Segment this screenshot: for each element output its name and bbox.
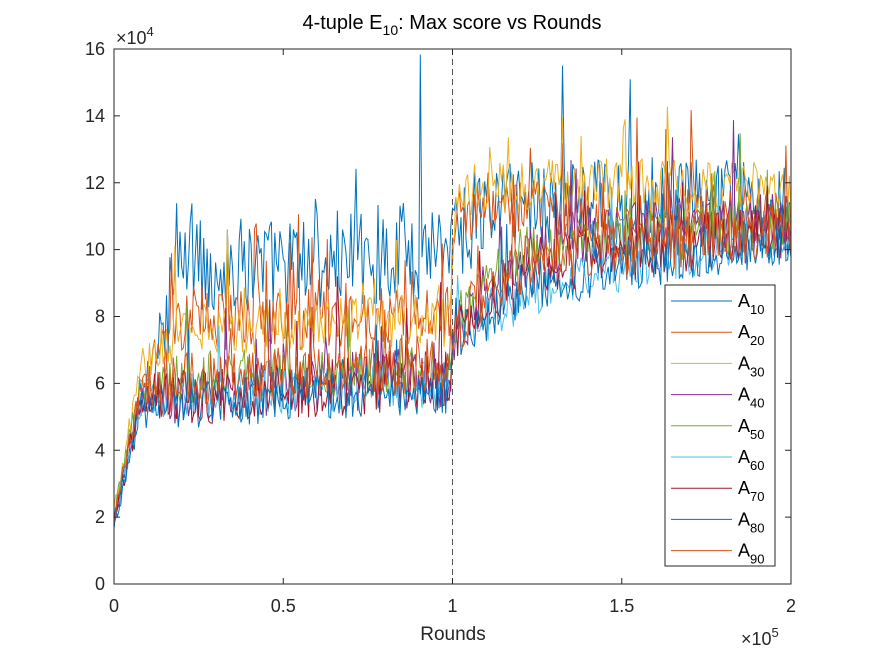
x-tick-label: 1.5 xyxy=(609,596,634,616)
legend-label-sub: 30 xyxy=(750,364,764,379)
x-multiplier-exp: 5 xyxy=(772,625,779,640)
legend-label-name: A xyxy=(738,322,750,342)
legend-item: A90 xyxy=(671,541,764,567)
legend-label-name: A xyxy=(738,291,750,311)
y-multiplier-base: ×10 xyxy=(116,28,147,48)
legend-item: A10 xyxy=(671,291,764,317)
chart-title: 4-tuple E10: Max score vs Rounds xyxy=(302,12,601,38)
legend-label-name: A xyxy=(738,447,750,467)
legend-label-sub: 80 xyxy=(750,520,764,535)
legend-label-sub: 40 xyxy=(750,396,764,411)
legend-label: A80 xyxy=(738,509,764,535)
legend-label-sub: 50 xyxy=(750,427,764,442)
y-tick-label: 0 xyxy=(95,574,105,594)
legend-label-name: A xyxy=(738,478,750,498)
y-tick-label: 6 xyxy=(95,373,105,393)
legend-label: A90 xyxy=(738,541,764,567)
legend-label-name: A xyxy=(738,509,750,529)
y-tick-label: 12 xyxy=(85,173,105,193)
legend-label-name: A xyxy=(738,385,750,405)
plot-area xyxy=(114,49,791,584)
legend-label: A60 xyxy=(738,447,764,473)
legend-label-sub: 70 xyxy=(750,489,764,504)
legend-label-sub: 90 xyxy=(750,552,764,567)
legend-item: A50 xyxy=(671,416,764,442)
y-axis-multiplier: ×104 xyxy=(116,24,154,48)
y-tick-label: 4 xyxy=(95,440,105,460)
legend-label: A70 xyxy=(738,478,764,504)
x-multiplier-base: ×10 xyxy=(741,629,772,649)
legend-label: A40 xyxy=(738,385,764,411)
legend-item: A80 xyxy=(671,509,764,535)
legend-label-sub: 10 xyxy=(750,302,764,317)
y-tick-label: 16 xyxy=(85,39,105,59)
x-axis-multiplier: ×105 xyxy=(741,625,779,649)
x-tick-label: 1 xyxy=(447,596,457,616)
y-tick-label: 8 xyxy=(95,307,105,327)
chart-title-sub: 10 xyxy=(383,22,399,38)
x-axis-label: Rounds xyxy=(420,624,486,645)
legend-label: A30 xyxy=(738,353,764,379)
legend-label: A10 xyxy=(738,291,764,317)
legend-label-sub: 20 xyxy=(750,333,764,348)
legend-item: A30 xyxy=(671,353,764,379)
y-tick-label: 14 xyxy=(85,106,105,126)
legend-label-name: A xyxy=(738,416,750,436)
legend-item: A40 xyxy=(671,385,764,411)
legend-item: A60 xyxy=(671,447,764,473)
y-tick-label: 2 xyxy=(95,507,105,527)
legend-label: A50 xyxy=(738,416,764,442)
legend-item: A70 xyxy=(671,478,764,504)
legend-label-name: A xyxy=(738,353,750,373)
legend-label: A20 xyxy=(738,322,764,348)
x-tick-label: 0 xyxy=(109,596,119,616)
chart-title-suffix: : Max score vs Rounds xyxy=(398,12,601,34)
legend-label-sub: 60 xyxy=(750,458,764,473)
y-tick-label: 10 xyxy=(85,240,105,260)
y-multiplier-exp: 4 xyxy=(147,24,154,39)
x-tick-label: 0.5 xyxy=(271,596,296,616)
x-tick-label: 2 xyxy=(786,596,796,616)
chart-title-prefix: 4-tuple E xyxy=(302,12,382,34)
legend-label-name: A xyxy=(738,541,750,561)
legend-item: A20 xyxy=(671,322,764,348)
